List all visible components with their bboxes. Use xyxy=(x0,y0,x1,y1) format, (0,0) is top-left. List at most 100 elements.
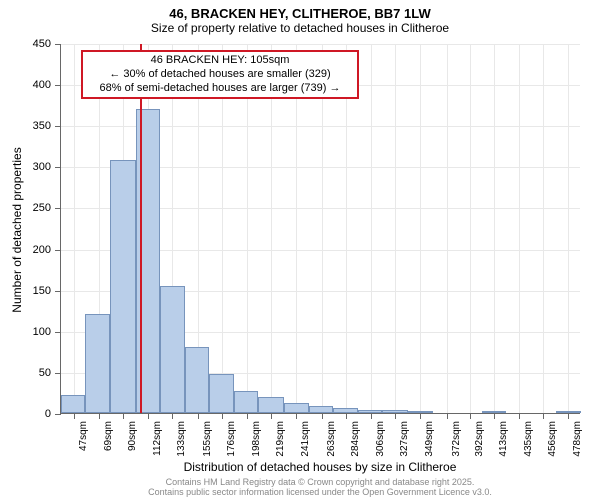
grid-line-v xyxy=(470,44,471,413)
x-tick-label: 198sqm xyxy=(251,421,262,457)
x-tick-label: 478sqm xyxy=(572,421,583,457)
x-tick-label: 284sqm xyxy=(350,421,361,457)
x-tick-label: 69sqm xyxy=(103,421,114,451)
x-tick xyxy=(494,413,495,419)
x-tick-label: 241sqm xyxy=(300,421,311,457)
x-tick xyxy=(519,413,520,419)
histogram-bar xyxy=(482,411,506,413)
x-tick-label: 133sqm xyxy=(176,421,187,457)
histogram-bar xyxy=(234,391,258,413)
y-axis-title: Number of detached properties xyxy=(10,147,24,312)
x-tick-label: 263sqm xyxy=(326,421,337,457)
x-tick-label: 90sqm xyxy=(127,421,138,451)
y-tick xyxy=(55,208,61,209)
histogram-bar xyxy=(333,408,358,413)
grid-line-v xyxy=(271,44,272,413)
y-tick xyxy=(55,291,61,292)
x-tick xyxy=(99,413,100,419)
grid-line-v xyxy=(222,44,223,413)
reference-line xyxy=(140,44,142,413)
grid-line-v xyxy=(247,44,248,413)
x-tick xyxy=(420,413,421,419)
x-tick-label: 47sqm xyxy=(78,421,89,451)
x-tick-label: 349sqm xyxy=(424,421,435,457)
x-tick xyxy=(198,413,199,419)
histogram-bar xyxy=(556,411,581,413)
x-tick xyxy=(172,413,173,419)
histogram-bar xyxy=(61,395,85,413)
y-tick xyxy=(55,126,61,127)
y-tick xyxy=(55,250,61,251)
chart-container: 46, BRACKEN HEY, CLITHEROE, BB7 1LW Size… xyxy=(0,0,600,500)
x-tick xyxy=(568,413,569,419)
histogram-bar xyxy=(358,410,382,413)
title-block: 46, BRACKEN HEY, CLITHEROE, BB7 1LW Size… xyxy=(0,0,600,35)
annotation-box: 46 BRACKEN HEY: 105sqm ← 30% of detached… xyxy=(81,50,359,99)
x-tick xyxy=(322,413,323,419)
y-tick-label: 150 xyxy=(33,285,51,297)
histogram-bar xyxy=(382,410,407,413)
histogram-bar xyxy=(284,403,309,413)
histogram-bar xyxy=(408,411,433,413)
x-tick-label: 155sqm xyxy=(202,421,213,457)
x-tick xyxy=(346,413,347,419)
x-tick xyxy=(447,413,448,419)
histogram-bar xyxy=(85,314,110,413)
histogram-bar xyxy=(185,347,209,413)
x-tick-label: 456sqm xyxy=(547,421,558,457)
x-tick-label: 392sqm xyxy=(474,421,485,457)
plot-area: 46 BRACKEN HEY: 105sqm ← 30% of detached… xyxy=(60,44,580,414)
grid-line-v xyxy=(543,44,544,413)
x-tick xyxy=(470,413,471,419)
y-tick-label: 350 xyxy=(33,120,51,132)
y-tick-label: 450 xyxy=(33,38,51,50)
histogram-bar xyxy=(309,406,333,413)
y-tick xyxy=(55,85,61,86)
grid-line-v xyxy=(519,44,520,413)
x-tick-label: 306sqm xyxy=(375,421,386,457)
grid-line-v xyxy=(346,44,347,413)
chart-title: 46, BRACKEN HEY, CLITHEROE, BB7 1LW xyxy=(0,6,600,21)
x-tick-label: 413sqm xyxy=(498,421,509,457)
x-tick-label: 327sqm xyxy=(399,421,410,457)
x-tick-label: 435sqm xyxy=(523,421,534,457)
y-tick-label: 50 xyxy=(39,367,51,379)
chart-subtitle: Size of property relative to detached ho… xyxy=(0,21,600,35)
x-tick-label: 112sqm xyxy=(152,421,163,456)
grid-line-h xyxy=(61,44,580,45)
annotation-line1: 46 BRACKEN HEY: 105sqm xyxy=(91,54,349,68)
annotation-line2: ← 30% of detached houses are smaller (32… xyxy=(91,68,349,82)
footnote: Contains HM Land Registry data © Crown c… xyxy=(60,478,580,498)
annotation-line3: 68% of semi-detached houses are larger (… xyxy=(91,82,349,96)
x-tick-label: 219sqm xyxy=(275,421,286,457)
y-tick xyxy=(55,373,61,374)
grid-line-v xyxy=(420,44,421,413)
grid-line-v xyxy=(447,44,448,413)
histogram-bar xyxy=(160,286,185,413)
x-tick xyxy=(371,413,372,419)
x-tick xyxy=(222,413,223,419)
grid-line-v xyxy=(296,44,297,413)
y-tick-label: 250 xyxy=(33,202,51,214)
y-tick xyxy=(55,332,61,333)
x-tick xyxy=(148,413,149,419)
grid-line-v xyxy=(395,44,396,413)
x-tick xyxy=(271,413,272,419)
x-axis-title: Distribution of detached houses by size … xyxy=(60,460,580,474)
grid-line-v xyxy=(74,44,75,413)
grid-line-v xyxy=(322,44,323,413)
y-tick xyxy=(55,414,61,415)
grid-line-v xyxy=(568,44,569,413)
y-tick xyxy=(55,44,61,45)
x-tick xyxy=(74,413,75,419)
footnote-line2: Contains public sector information licen… xyxy=(60,488,580,498)
y-tick-label: 400 xyxy=(33,79,51,91)
x-tick xyxy=(123,413,124,419)
histogram-bar xyxy=(110,160,135,413)
grid-line-v xyxy=(371,44,372,413)
x-tick xyxy=(296,413,297,419)
histogram-bar xyxy=(258,397,283,413)
y-tick-label: 200 xyxy=(33,244,51,256)
y-tick-label: 300 xyxy=(33,161,51,173)
x-tick xyxy=(395,413,396,419)
